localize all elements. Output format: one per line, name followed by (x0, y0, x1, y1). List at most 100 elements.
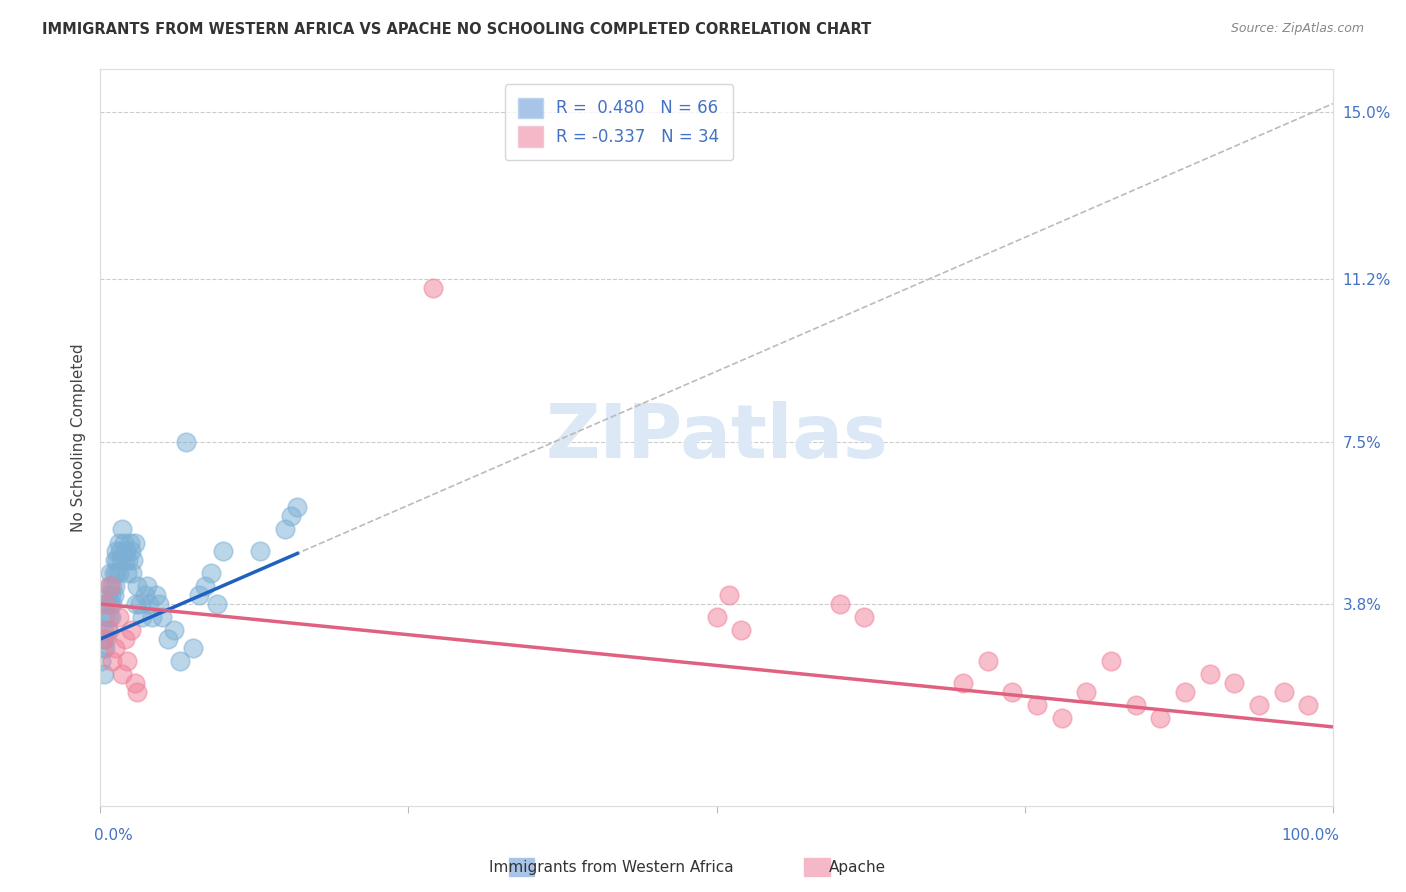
Point (187, 588, 209, 602)
Point (1198, 667, 1220, 681)
Point (98, 579, 121, 593)
Point (115, 544, 138, 558)
Point (1001, 685, 1024, 699)
Point (1223, 676, 1246, 690)
Point (96, 597, 118, 611)
Point (280, 509, 302, 524)
Point (111, 522, 134, 536)
Point (91, 624, 114, 638)
Point (853, 610, 876, 624)
Point (96, 632, 118, 646)
Point (212, 544, 235, 558)
Point (717, 588, 740, 602)
Point (121, 566, 143, 581)
Point (169, 654, 191, 668)
Point (181, 640, 204, 655)
Point (122, 553, 145, 567)
Point (104, 553, 127, 567)
Point (96, 624, 118, 638)
Point (111, 667, 134, 681)
Point (828, 597, 851, 611)
Point (91, 640, 114, 655)
Point (103, 566, 125, 581)
Point (422, 281, 444, 295)
Point (114, 553, 136, 567)
Point (176, 434, 198, 449)
Point (1099, 654, 1122, 668)
Point (101, 654, 124, 668)
Point (107, 566, 129, 581)
Point (93, 667, 115, 681)
Point (125, 597, 148, 611)
Point (207, 597, 229, 611)
Point (1125, 698, 1147, 712)
Point (105, 553, 128, 567)
Point (104, 640, 127, 655)
Text: ZIPatlas: ZIPatlas (546, 401, 887, 474)
Text: Source: ZipAtlas.com: Source: ZipAtlas.com (1230, 22, 1364, 36)
Point (131, 610, 153, 624)
Text: 100.0%: 100.0% (1281, 828, 1339, 843)
Point (107, 610, 129, 624)
Point (128, 597, 150, 611)
Point (730, 624, 752, 638)
Point (91, 632, 114, 646)
Text: IMMIGRANTS FROM WESTERN AFRICA VS APACHE NO SCHOOLING COMPLETED CORRELATION CHAR: IMMIGRANTS FROM WESTERN AFRICA VS APACHE… (42, 22, 872, 37)
Point (1174, 685, 1197, 699)
Point (96, 588, 118, 602)
Point (114, 632, 136, 646)
Y-axis label: No Schooling Completed: No Schooling Completed (72, 343, 86, 532)
Text: Immigrants from Western Africa: Immigrants from Western Africa (489, 860, 734, 874)
Point (977, 654, 1000, 668)
Point (1149, 711, 1171, 725)
Point (1296, 698, 1319, 712)
Point (145, 588, 167, 602)
Point (127, 579, 149, 593)
Point (90, 654, 112, 668)
Point (156, 632, 179, 646)
Legend: R =  0.480   N = 66, R = -0.337   N = 34: R = 0.480 N = 66, R = -0.337 N = 34 (505, 84, 733, 160)
Point (134, 588, 156, 602)
Point (100, 588, 122, 602)
Point (101, 579, 124, 593)
Point (141, 610, 163, 624)
Point (1076, 685, 1098, 699)
Point (98, 597, 121, 611)
Point (94, 640, 117, 655)
Text: 0.0%: 0.0% (94, 828, 132, 843)
Point (124, 676, 146, 690)
Point (105, 566, 128, 581)
Point (148, 597, 170, 611)
Point (138, 597, 160, 611)
Point (249, 544, 271, 558)
Point (120, 544, 142, 558)
Point (103, 588, 125, 602)
Point (120, 624, 142, 638)
Point (287, 500, 309, 515)
Point (105, 544, 128, 558)
Point (136, 579, 159, 593)
Point (94, 597, 117, 611)
Point (110, 553, 132, 567)
Point (150, 610, 173, 624)
Point (100, 610, 122, 624)
Point (127, 685, 149, 699)
Point (1050, 711, 1073, 725)
Point (194, 579, 217, 593)
Point (117, 654, 139, 668)
Point (117, 566, 139, 581)
Text: Apache: Apache (830, 860, 886, 874)
Point (97, 610, 120, 624)
Point (104, 579, 127, 593)
Point (107, 535, 129, 549)
Point (98, 566, 121, 581)
Point (706, 610, 728, 624)
Point (96, 624, 118, 638)
Point (1272, 685, 1295, 699)
Point (200, 566, 222, 581)
Point (118, 535, 141, 549)
Point (117, 553, 139, 567)
Point (101, 597, 124, 611)
Point (108, 544, 131, 558)
Point (163, 624, 186, 638)
